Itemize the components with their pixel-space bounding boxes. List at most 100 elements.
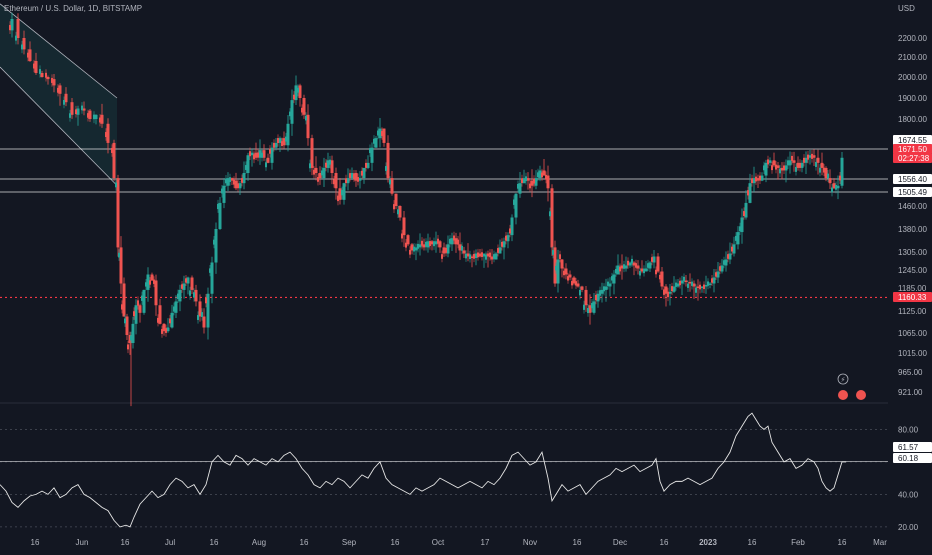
candle	[401, 233, 403, 239]
candle	[146, 274, 150, 290]
symbol-title[interactable]: Ethereum / U.S. Dollar, 1D, BITSTAMP	[4, 4, 143, 13]
candle	[497, 248, 499, 253]
candle	[82, 108, 86, 111]
candle	[567, 276, 569, 281]
candle	[322, 167, 326, 179]
candle	[229, 177, 231, 182]
candle	[430, 241, 434, 245]
candle	[122, 283, 126, 317]
candle	[354, 173, 358, 181]
x-tick-label: Feb	[791, 538, 805, 547]
candle	[731, 246, 733, 252]
candle	[668, 291, 672, 294]
candle	[611, 276, 613, 281]
candle	[553, 247, 557, 284]
price-tick-label: 1065.00	[898, 329, 927, 338]
candle	[655, 269, 657, 275]
candle	[346, 178, 350, 184]
candle	[130, 335, 132, 341]
candle	[461, 245, 463, 251]
candle	[656, 256, 660, 272]
candle	[502, 241, 506, 248]
x-tick-label: Sep	[342, 538, 357, 547]
candle	[249, 151, 251, 157]
price-tick-label: 2100.00	[898, 53, 927, 62]
candle	[559, 254, 561, 259]
candle	[772, 160, 776, 166]
earnings-icon	[838, 390, 848, 400]
candle	[214, 229, 218, 263]
price-tick-label: 1125.00	[898, 307, 927, 316]
candle	[835, 184, 837, 190]
candle	[470, 256, 474, 258]
candle	[584, 289, 588, 306]
candle	[700, 286, 704, 288]
candle	[529, 183, 531, 189]
candle	[643, 268, 645, 274]
candle	[189, 290, 191, 296]
candle	[382, 128, 386, 143]
candle	[193, 292, 195, 298]
candle	[70, 102, 74, 115]
candle	[326, 160, 330, 168]
x-tick-label: Jul	[165, 538, 175, 547]
price-tick-label: 1015.00	[898, 349, 927, 358]
candle	[250, 152, 254, 156]
candle	[442, 247, 446, 254]
candle	[715, 272, 717, 277]
candle	[735, 235, 737, 241]
candle	[106, 123, 110, 143]
candle	[154, 280, 158, 306]
price-label-box	[893, 153, 932, 163]
candle	[815, 162, 817, 167]
candle	[703, 284, 705, 290]
candle	[253, 154, 255, 160]
candle	[105, 132, 107, 138]
candle	[334, 173, 338, 189]
candle	[218, 202, 222, 229]
rsi-value-box	[893, 442, 932, 452]
candle	[510, 217, 514, 236]
candle	[542, 170, 546, 176]
candle	[314, 167, 318, 174]
x-tick-label: 16	[121, 538, 130, 547]
candle	[426, 241, 430, 248]
candle	[301, 107, 303, 113]
x-tick-label: 16	[748, 538, 757, 547]
candle	[716, 271, 720, 278]
earnings-icon	[856, 390, 866, 400]
candle	[402, 217, 406, 236]
candle	[635, 263, 637, 268]
candle	[254, 152, 258, 158]
candle	[763, 165, 765, 171]
candle	[365, 162, 367, 168]
candle	[571, 281, 573, 286]
price-label: 1556.40	[898, 175, 927, 184]
candle	[294, 85, 298, 101]
candle	[362, 167, 366, 179]
candle	[752, 178, 756, 184]
candle	[390, 178, 394, 194]
candle	[100, 114, 104, 124]
candle	[603, 286, 605, 292]
x-tick-label: Jun	[76, 538, 89, 547]
candle	[225, 178, 227, 184]
candle	[297, 87, 299, 93]
candle	[202, 316, 206, 328]
candle	[651, 257, 653, 262]
candle	[615, 268, 617, 274]
candle	[186, 277, 190, 284]
candle	[137, 300, 139, 306]
candle	[683, 276, 685, 282]
candle	[799, 162, 801, 168]
candle	[209, 268, 211, 273]
candle	[640, 268, 644, 272]
candle	[286, 123, 290, 146]
candle	[457, 239, 459, 245]
candle	[804, 157, 808, 163]
candle	[549, 211, 551, 217]
candle	[76, 108, 80, 115]
candle	[739, 226, 741, 232]
candle	[486, 253, 490, 257]
